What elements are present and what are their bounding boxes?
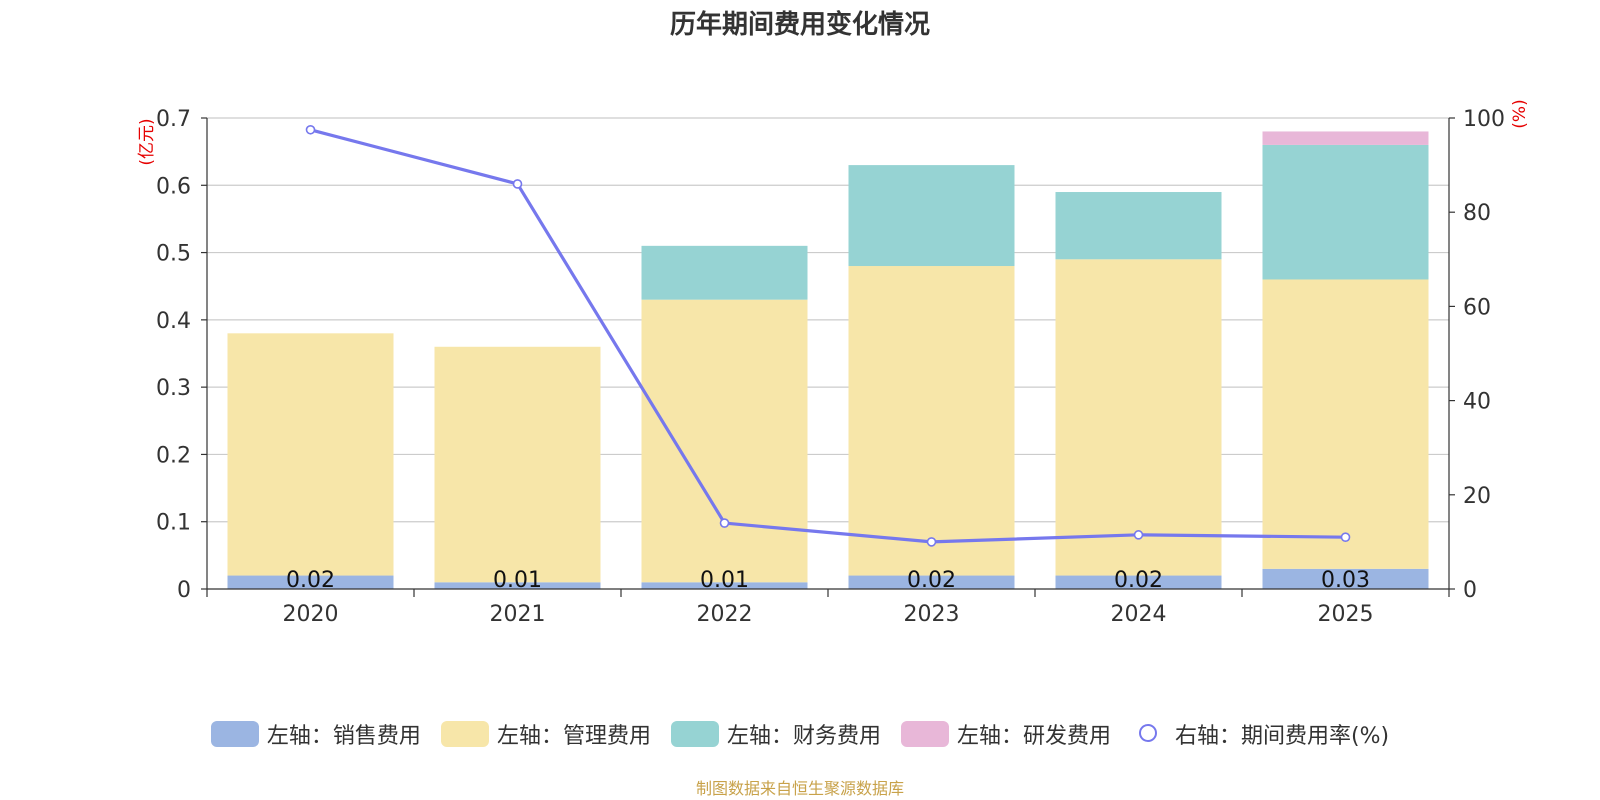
- source-footer: 制图数据来自恒生聚源数据库: [695, 779, 904, 798]
- x-tick-label: 2023: [904, 602, 960, 627]
- bar-segment: [1262, 144, 1429, 280]
- left-tick-label: 0.2: [156, 443, 191, 468]
- right-tick-label: 80: [1463, 201, 1491, 226]
- bar-segment: [434, 582, 601, 589]
- x-tick-label: 2020: [283, 602, 339, 627]
- x-tick-label: 2024: [1111, 602, 1167, 627]
- bar-segment: [641, 299, 808, 583]
- bar-data-label: 0.01: [493, 568, 542, 593]
- left-tick-label: 0.1: [156, 511, 191, 536]
- legend-swatch-rnd: [900, 721, 949, 747]
- data-labels: 0.02 0.01 0.01 0.02 0.02 0.03: [286, 568, 1370, 593]
- left-tick-label: 0.4: [156, 309, 191, 334]
- left-tick-label: 0.6: [156, 174, 191, 199]
- bar-data-label: 0.02: [286, 568, 335, 593]
- legend-item-rate[interactable]: 右轴：期间费用率(%): [1131, 718, 1389, 750]
- bar-segment: [227, 333, 394, 576]
- legend-label-rate: 右轴：期间费用率(%): [1174, 724, 1390, 749]
- chart-title: 历年期间费用变化情况: [669, 10, 930, 40]
- right-tick-label: 20: [1463, 484, 1491, 509]
- bar-segment: [1262, 279, 1429, 569]
- rate-point: [305, 124, 316, 135]
- bar-segment: [848, 575, 1015, 589]
- right-tick-label: 0: [1463, 578, 1477, 603]
- bars: [227, 131, 1429, 589]
- x-tick-label: 2025: [1318, 602, 1374, 627]
- legend-label-finance: 左轴：财务费用: [726, 724, 881, 749]
- legend-swatch-finance: [670, 721, 719, 747]
- legend-swatch-rate: [1131, 721, 1167, 747]
- right-tick-label: 40: [1463, 390, 1491, 415]
- legend-item-rnd[interactable]: 左轴：研发费用: [900, 718, 1111, 750]
- rate-point: [512, 179, 523, 189]
- right-tick-label: 60: [1463, 295, 1491, 320]
- chart-canvas: 0 0.1 0.2 0.3 0.4 0.5 0.6 0.7 0 20 40 60 80 100 (亿元) (%…: [137, 99, 1530, 627]
- bar-segment: [1262, 131, 1429, 145]
- bar-data-label: 0.02: [1114, 568, 1163, 593]
- legend-item-admin[interactable]: 左轴：管理费用: [440, 718, 651, 750]
- left-tick-label: 0.5: [156, 242, 191, 267]
- rate-point: [1340, 532, 1351, 542]
- bar-data-label: 0.03: [1321, 568, 1370, 593]
- legend-item-finance[interactable]: 左轴：财务费用: [670, 718, 881, 750]
- legend: 左轴：销售费用 左轴：管理费用 左轴：财务费用 左轴：研发费用 右轴：期间费用率…: [0, 718, 1600, 750]
- bar-segment: [641, 582, 808, 589]
- bar-segment: [227, 575, 394, 589]
- bar-data-label: 0.01: [700, 568, 749, 593]
- legend-label-sales: 左轴：销售费用: [266, 724, 421, 749]
- rate-line-path: [310, 128, 1346, 544]
- bar-segment: [1055, 575, 1222, 589]
- rate-point: [1133, 530, 1144, 540]
- grid-lines: [207, 117, 1449, 523]
- legend-item-sales[interactable]: 左轴：销售费用: [210, 718, 421, 750]
- bar-segment: [848, 266, 1015, 576]
- axes: 0 0.1 0.2 0.3 0.4 0.5 0.6 0.7 0 20 40 60 80 100 (亿元) (%…: [137, 99, 1530, 627]
- rate-point: [719, 518, 730, 528]
- bar-segment: [1055, 259, 1222, 576]
- left-tick-label: 0: [177, 578, 191, 603]
- x-tick-label: 2021: [490, 602, 546, 627]
- rate-line: [305, 124, 1351, 547]
- x-tick-label: 2022: [697, 602, 753, 627]
- legend-label-admin: 左轴：管理费用: [496, 724, 651, 749]
- legend-swatch-admin: [440, 721, 489, 747]
- bar-segment: [641, 245, 808, 300]
- bar-data-label: 0.02: [907, 568, 956, 593]
- right-axis-unit: (%): [1510, 99, 1530, 128]
- left-tick-label: 0.7: [156, 107, 191, 132]
- rate-point: [926, 537, 937, 547]
- left-axis-unit: (亿元): [137, 118, 157, 165]
- right-tick-label: 100: [1463, 107, 1505, 132]
- legend-label-rnd: 左轴：研发费用: [956, 724, 1111, 749]
- bar-segment: [434, 346, 601, 583]
- bar-segment: [1055, 192, 1222, 260]
- bar-segment: [848, 165, 1015, 267]
- bar-segment: [1262, 568, 1429, 589]
- left-tick-label: 0.3: [156, 376, 191, 401]
- legend-swatch-sales: [210, 721, 259, 747]
